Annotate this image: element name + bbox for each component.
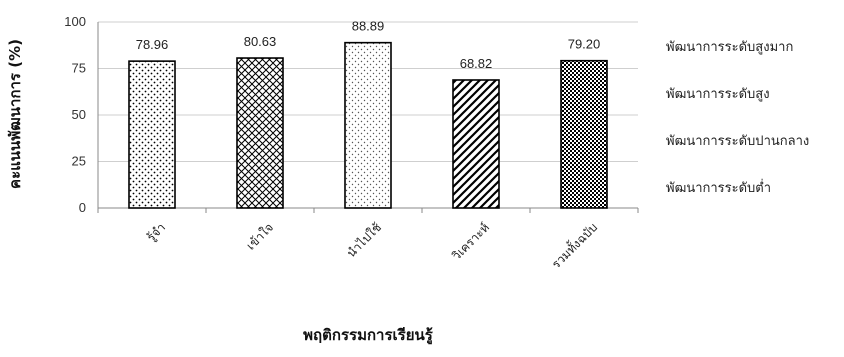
x-category-label: วิเคราะห์ <box>449 220 492 263</box>
data-label: 88.89 <box>352 19 385 34</box>
bar-2 <box>236 57 284 209</box>
bars <box>128 41 608 209</box>
data-label: 68.82 <box>460 56 493 71</box>
data-label: 78.96 <box>136 37 169 52</box>
level-low: พัฒนาการระดับต่ำ <box>666 181 772 196</box>
x-category-label: เข้าใจ <box>244 220 276 252</box>
level-high: พัฒนาการระดับสูง <box>666 87 770 102</box>
x-axis-title: พฤติกรรมการเรียนรู้ <box>303 326 434 345</box>
x-category-label: รวมทั้งฉบับ <box>548 219 601 272</box>
level-medium: พัฒนาการระดับปานกลาง <box>666 134 810 149</box>
bar-4 <box>452 79 500 209</box>
x-category-label: รู้จำ <box>144 220 169 245</box>
y-tick-label: 0 <box>79 200 86 215</box>
level-very-high: พัฒนาการระดับสูงมาก <box>666 40 794 55</box>
y-tick-label: 100 <box>64 14 86 29</box>
x-category-label: นำไปใช้ <box>344 220 384 260</box>
y-tick-label: 25 <box>72 154 86 169</box>
y-axis-title: คะแนนพัฒนาการ (%) <box>6 39 24 189</box>
bar-3 <box>344 41 392 209</box>
y-tick-label: 75 <box>72 61 86 76</box>
bar-1 <box>128 60 176 209</box>
y-tick-label: 50 <box>72 107 86 122</box>
bar-5 <box>560 59 608 209</box>
data-label: 79.20 <box>568 37 601 52</box>
data-label: 80.63 <box>244 34 277 49</box>
